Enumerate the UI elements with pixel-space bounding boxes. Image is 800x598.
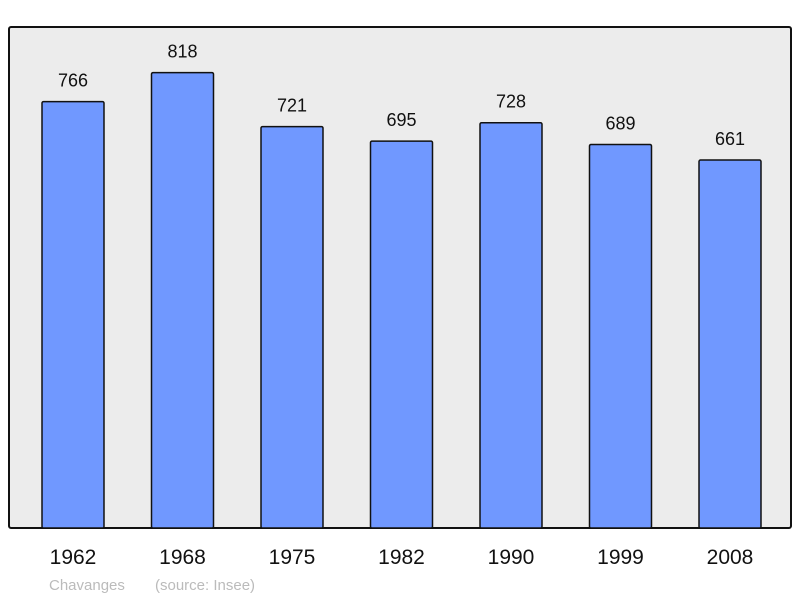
data-label-1999: 689 <box>605 113 635 133</box>
caption-place: Chavanges <box>49 577 125 594</box>
x-tick-label-1975: 1975 <box>269 546 316 569</box>
bar-2008 <box>698 159 762 529</box>
data-label-1982: 695 <box>386 110 416 130</box>
data-label-1962: 766 <box>58 71 88 91</box>
data-label-1968: 818 <box>167 42 197 62</box>
caption-source: (source: Insee) <box>155 577 255 594</box>
data-label-1975: 721 <box>277 96 307 116</box>
x-tick-label-1999: 1999 <box>597 546 644 569</box>
bar-1968 <box>150 71 215 529</box>
x-tick-label-1962: 1962 <box>50 546 97 569</box>
x-tick-label-2008: 2008 <box>707 546 754 569</box>
bar-1990 <box>479 121 543 529</box>
bar-1999 <box>588 143 653 529</box>
bar-1982 <box>369 140 434 529</box>
x-tick-label-1982: 1982 <box>378 546 425 569</box>
data-label-1990: 728 <box>496 92 526 112</box>
bar-1962 <box>41 100 105 529</box>
bar-1975 <box>260 125 324 529</box>
data-label-2008: 661 <box>715 129 745 149</box>
x-tick-label-1968: 1968 <box>159 546 206 569</box>
x-tick-label-1990: 1990 <box>488 546 535 569</box>
